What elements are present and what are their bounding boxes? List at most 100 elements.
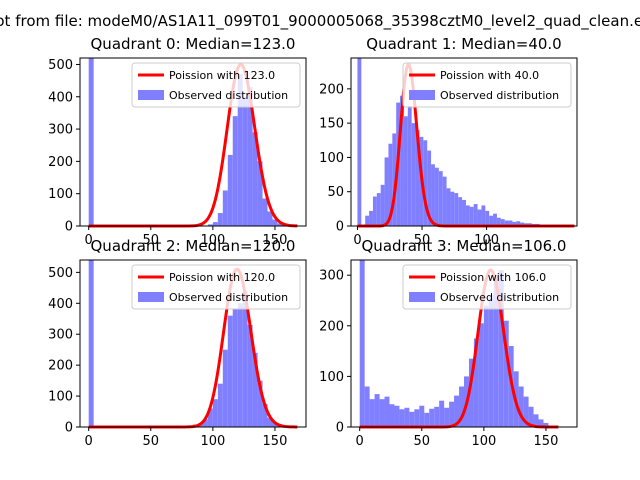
legend-poisson-label: Poission with 120.0 — [169, 271, 275, 284]
histogram-bar — [516, 221, 521, 226]
quadrant-0-plot: 0 50 100 150 0 100 200 300 400 500 Poission with 1… — [48, 35, 307, 248]
histogram-bar — [434, 406, 440, 427]
histogram-bar — [473, 338, 479, 427]
x-tick-label: 50 — [143, 233, 160, 248]
legend-poisson-label: Poission with 106.0 — [440, 271, 546, 284]
histogram-bar — [369, 210, 373, 226]
histogram-bar — [498, 270, 504, 427]
quadrant-2-plot: 0 50 100 150 0 100 200 300 400 500 Poission with 1… — [48, 237, 307, 449]
legend-observed-label: Observed distribution — [169, 291, 288, 304]
histogram-bar — [444, 407, 450, 427]
histogram-bar — [496, 217, 501, 226]
legend-observed-label: Observed distribution — [169, 89, 288, 102]
histogram-bar — [227, 315, 233, 427]
histogram-bar — [434, 167, 439, 226]
histogram-bar — [493, 275, 499, 427]
histogram-bar — [404, 407, 410, 427]
histogram-bar — [400, 95, 404, 226]
y-tick-label: 300 — [319, 269, 344, 284]
histogram-bar — [493, 213, 497, 226]
histogram-bar — [407, 106, 412, 226]
quadrant-3-plot: 0 50 100 150 0 100 200 300 Poission with 106.0 Ob… — [319, 237, 578, 449]
histogram-bar — [458, 197, 463, 226]
histogram-bar — [247, 324, 253, 427]
histogram-bar — [423, 140, 428, 226]
y-tick-label: 0 — [65, 220, 73, 235]
histogram-bar — [538, 419, 544, 427]
histogram-bar — [374, 394, 380, 427]
legend-poisson-label: Poission with 123.0 — [169, 69, 275, 82]
y-tick-label: 300 — [48, 123, 73, 138]
legend-poisson-label: Poission with 40.0 — [440, 69, 539, 82]
figure-suptitle: Plot from file: modeM0/AS1A11_099T01_900… — [0, 12, 640, 31]
x-tick-label: 150 — [263, 233, 288, 248]
y-tick-label: 0 — [336, 421, 344, 436]
histogram-bar — [431, 164, 435, 226]
x-tick-label: 150 — [534, 434, 559, 449]
histogram-bar — [232, 309, 238, 427]
y-tick-label: 0 — [65, 421, 73, 436]
x-tick-label: 50 — [414, 434, 431, 449]
quadrant-1-plot: 0 50 100 0 50 100 150 200 Poission with 40.0 Obse… — [319, 35, 578, 248]
y-tick-label: 50 — [327, 185, 344, 200]
x-tick-label: 50 — [143, 434, 160, 449]
x-tick-label: 0 — [356, 434, 364, 449]
histogram-bar — [520, 222, 525, 226]
histogram-bar — [454, 193, 459, 226]
histogram-bar — [267, 417, 273, 427]
y-tick-label: 200 — [48, 359, 73, 374]
histogram-bar — [364, 386, 370, 427]
histogram-bar — [232, 116, 238, 226]
histogram-bar — [389, 404, 395, 427]
histogram-bar — [242, 290, 248, 427]
histogram-bar — [227, 154, 233, 226]
histogram-bar — [257, 380, 263, 427]
y-tick-label: 200 — [319, 82, 344, 97]
histogram-bar — [202, 419, 208, 427]
histogram-bar — [478, 323, 484, 427]
histogram-bar — [376, 193, 381, 226]
histogram-bar — [518, 386, 524, 427]
histogram-bar — [485, 210, 490, 226]
histogram-bar — [473, 204, 478, 226]
histogram-bar — [414, 409, 420, 427]
histogram-bar — [508, 220, 513, 226]
histogram-bar — [388, 143, 393, 226]
histogram-bar — [247, 87, 253, 226]
histogram-bar — [411, 123, 416, 226]
legend-observed-swatch — [409, 292, 435, 302]
y-tick-label: 400 — [48, 90, 73, 105]
histogram-bar — [222, 190, 228, 226]
y-tick-label: 100 — [48, 390, 73, 405]
histogram-bar — [384, 157, 389, 226]
histogram-bar — [392, 133, 397, 226]
histogram-bar — [277, 223, 283, 226]
histogram-bar — [365, 215, 370, 226]
histogram-bar — [237, 74, 243, 227]
legend-observed-swatch — [409, 90, 435, 100]
histogram-bar — [242, 96, 248, 227]
histogram-bar — [512, 221, 517, 226]
legend-observed-swatch — [138, 292, 164, 302]
y-tick-label: 100 — [319, 151, 344, 166]
histogram-bar — [543, 422, 549, 427]
y-tick-label: 0 — [336, 220, 344, 235]
histogram-bar — [483, 305, 489, 427]
histogram-bar — [429, 408, 435, 427]
x-tick-label: 100 — [200, 233, 225, 248]
axes-frame — [79, 57, 307, 227]
histogram-bar — [468, 358, 474, 427]
histogram-bar — [442, 176, 447, 226]
legend-box — [131, 264, 301, 310]
histogram-bar — [488, 295, 494, 427]
histogram-bar — [419, 405, 425, 427]
y-tick-label: 100 — [48, 187, 73, 202]
histogram-bar — [272, 422, 278, 427]
histogram-bar — [399, 409, 405, 427]
histogram-bar — [503, 320, 509, 427]
axes-frame — [79, 259, 307, 428]
histogram-bar — [446, 188, 451, 226]
histogram-bar — [379, 399, 385, 427]
histogram-bar — [533, 414, 539, 427]
histogram-bar — [424, 412, 430, 427]
